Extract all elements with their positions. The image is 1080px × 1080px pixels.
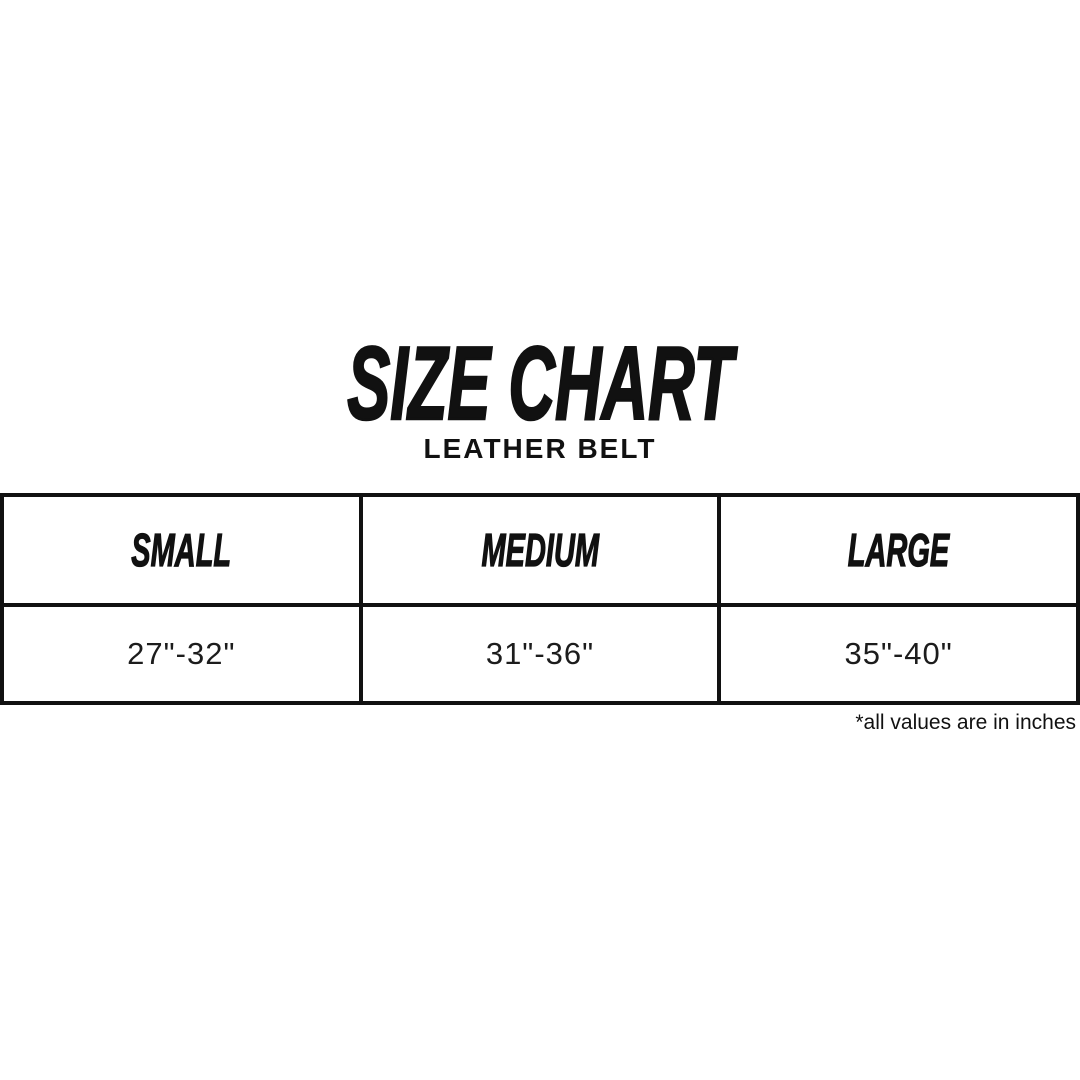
- size-table-body: 27"-32" 31"-36" 35"-40": [0, 603, 1080, 705]
- page-subtitle: LEATHER BELT: [423, 433, 657, 464]
- size-header-medium: MEDIUM: [358, 493, 722, 607]
- size-value-medium: 31"-36": [358, 603, 722, 705]
- size-header-large-label: LARGE: [847, 524, 950, 576]
- size-value-small: 27"-32": [0, 603, 363, 705]
- size-header-large: LARGE: [717, 493, 1080, 607]
- size-value-large: 35"-40": [717, 603, 1080, 705]
- page-title: SIZE CHART: [0, 326, 1080, 442]
- size-header-medium-label: MEDIUM: [481, 524, 599, 576]
- size-header-small-label: SMALL: [131, 524, 232, 576]
- footnote: *all values are in inches: [855, 711, 1076, 734]
- size-table: SMALL MEDIUM LARGE 27"-32" 31"-36" 35"-4…: [0, 493, 1080, 705]
- size-header-small: SMALL: [0, 493, 363, 607]
- size-table-header-row: SMALL MEDIUM LARGE: [0, 493, 1080, 607]
- table-row: 27"-32" 31"-36" 35"-40": [0, 603, 1080, 705]
- page-title-text: SIZE CHART: [346, 326, 733, 442]
